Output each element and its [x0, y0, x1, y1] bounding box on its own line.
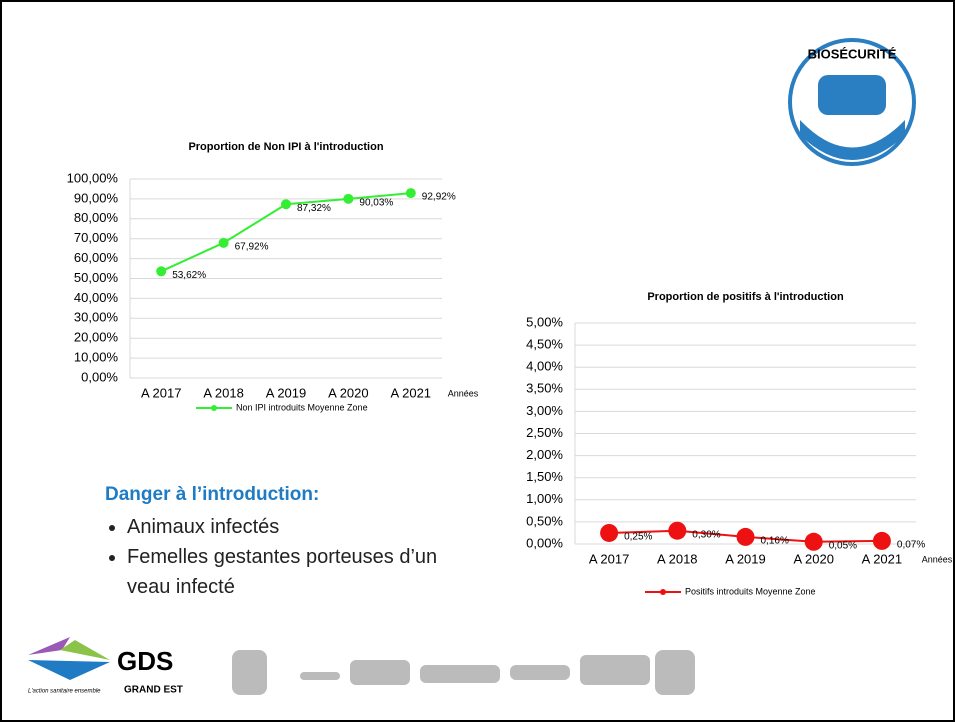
y-tick-label: 4,50% [526, 337, 563, 352]
y-tick-label: 10,00% [74, 350, 119, 365]
bullets: Animaux infectés Femelles gestantes port… [105, 512, 465, 602]
x-tick-label: A 2020 [793, 551, 834, 566]
marker [737, 528, 755, 546]
marker [156, 266, 166, 276]
y-tick-label: 50,00% [74, 270, 119, 285]
marker [668, 522, 686, 540]
x-tick-label: A 2017 [141, 385, 182, 400]
marker [805, 533, 823, 551]
y-tick-label: 3,50% [526, 381, 563, 396]
x-axis-label: Années [448, 388, 479, 398]
heading: Danger à l’introduction: [105, 484, 465, 506]
chart-title: Proportion de Non IPI à l'introduction [188, 141, 383, 153]
y-tick-label: 5,00% [526, 314, 563, 329]
y-tick-label: 80,00% [74, 210, 119, 225]
marker [281, 199, 291, 209]
data-label: 92,92% [422, 192, 456, 203]
y-tick-label: 20,00% [74, 330, 119, 345]
x-axis-label: Années [922, 554, 953, 564]
y-tick-label: 100,00% [67, 170, 119, 185]
y-tick-label: 4,00% [526, 359, 563, 374]
badge: BIOSÉCURITÉ [790, 40, 914, 164]
x-tick-label: A 2021 [391, 385, 432, 400]
data-label: 0,25% [624, 532, 652, 543]
tagline: L'action sanitaire ensemble [28, 689, 101, 695]
x-tick-label: A 2021 [862, 551, 903, 566]
gds-logo: GDS GRAND EST L'action sanitaire ensembl… [28, 637, 183, 696]
bullet: Animaux infectés [127, 512, 465, 542]
legend-marker [211, 405, 217, 411]
data-label: 53,62% [172, 270, 206, 281]
x-tick-label: A 2017 [589, 551, 630, 566]
marker [219, 238, 229, 248]
y-tick-label: 0,00% [526, 535, 563, 550]
y-tick-label: 90,00% [74, 190, 119, 205]
legend-label: Positifs introduits Moyenne Zone [685, 586, 816, 596]
data-label: 0,07% [897, 540, 925, 551]
y-tick-label: 1,00% [526, 491, 563, 506]
legend-marker [660, 589, 666, 595]
brand: GDS [117, 646, 173, 676]
x-tick-label: A 2020 [328, 385, 369, 400]
canvas: BIOSÉCURITÉ GDS GRAND EST L'action sanit… [0, 0, 955, 722]
marker [343, 194, 353, 204]
data-label: 67,92% [235, 241, 269, 252]
data-label: 0,30% [692, 529, 720, 540]
y-tick-label: 3,00% [526, 403, 563, 418]
data-label: 0,05% [829, 540, 857, 551]
data-label: 0,16% [761, 536, 789, 547]
y-tick-label: 0,50% [526, 513, 563, 528]
y-tick-label: 0,00% [81, 369, 118, 384]
marker [600, 524, 618, 542]
x-tick-label: A 2019 [266, 385, 307, 400]
badge-text: BIOSÉCURITÉ [808, 46, 897, 61]
animal-strip [232, 650, 695, 695]
marker [406, 188, 416, 198]
y-tick-label: 30,00% [74, 310, 119, 325]
y-tick-label: 2,00% [526, 447, 563, 462]
marker [873, 532, 891, 550]
legend-label: Non IPI introduits Moyenne Zone [236, 402, 368, 412]
y-tick-label: 2,50% [526, 425, 563, 440]
y-tick-label: 70,00% [74, 230, 119, 245]
y-tick-label: 40,00% [74, 290, 119, 305]
chart-title: Proportion de positifs à l'introduction [647, 291, 844, 303]
bullet: Femelles gestantes porteuses d’un veau i… [127, 542, 465, 602]
slide: BIOSÉCURITÉ GDS GRAND EST L'action sanit… [0, 0, 955, 722]
region: GRAND EST [124, 685, 183, 696]
text-block: Danger à l’introduction: Animaux infecté… [105, 484, 465, 602]
x-tick-label: A 2019 [725, 551, 766, 566]
x-tick-label: A 2018 [203, 385, 244, 400]
data-label: 87,32% [297, 203, 331, 214]
y-tick-label: 1,50% [526, 469, 563, 484]
y-tick-label: 60,00% [74, 250, 119, 265]
data-label: 90,03% [359, 197, 393, 208]
x-tick-label: A 2018 [657, 551, 698, 566]
